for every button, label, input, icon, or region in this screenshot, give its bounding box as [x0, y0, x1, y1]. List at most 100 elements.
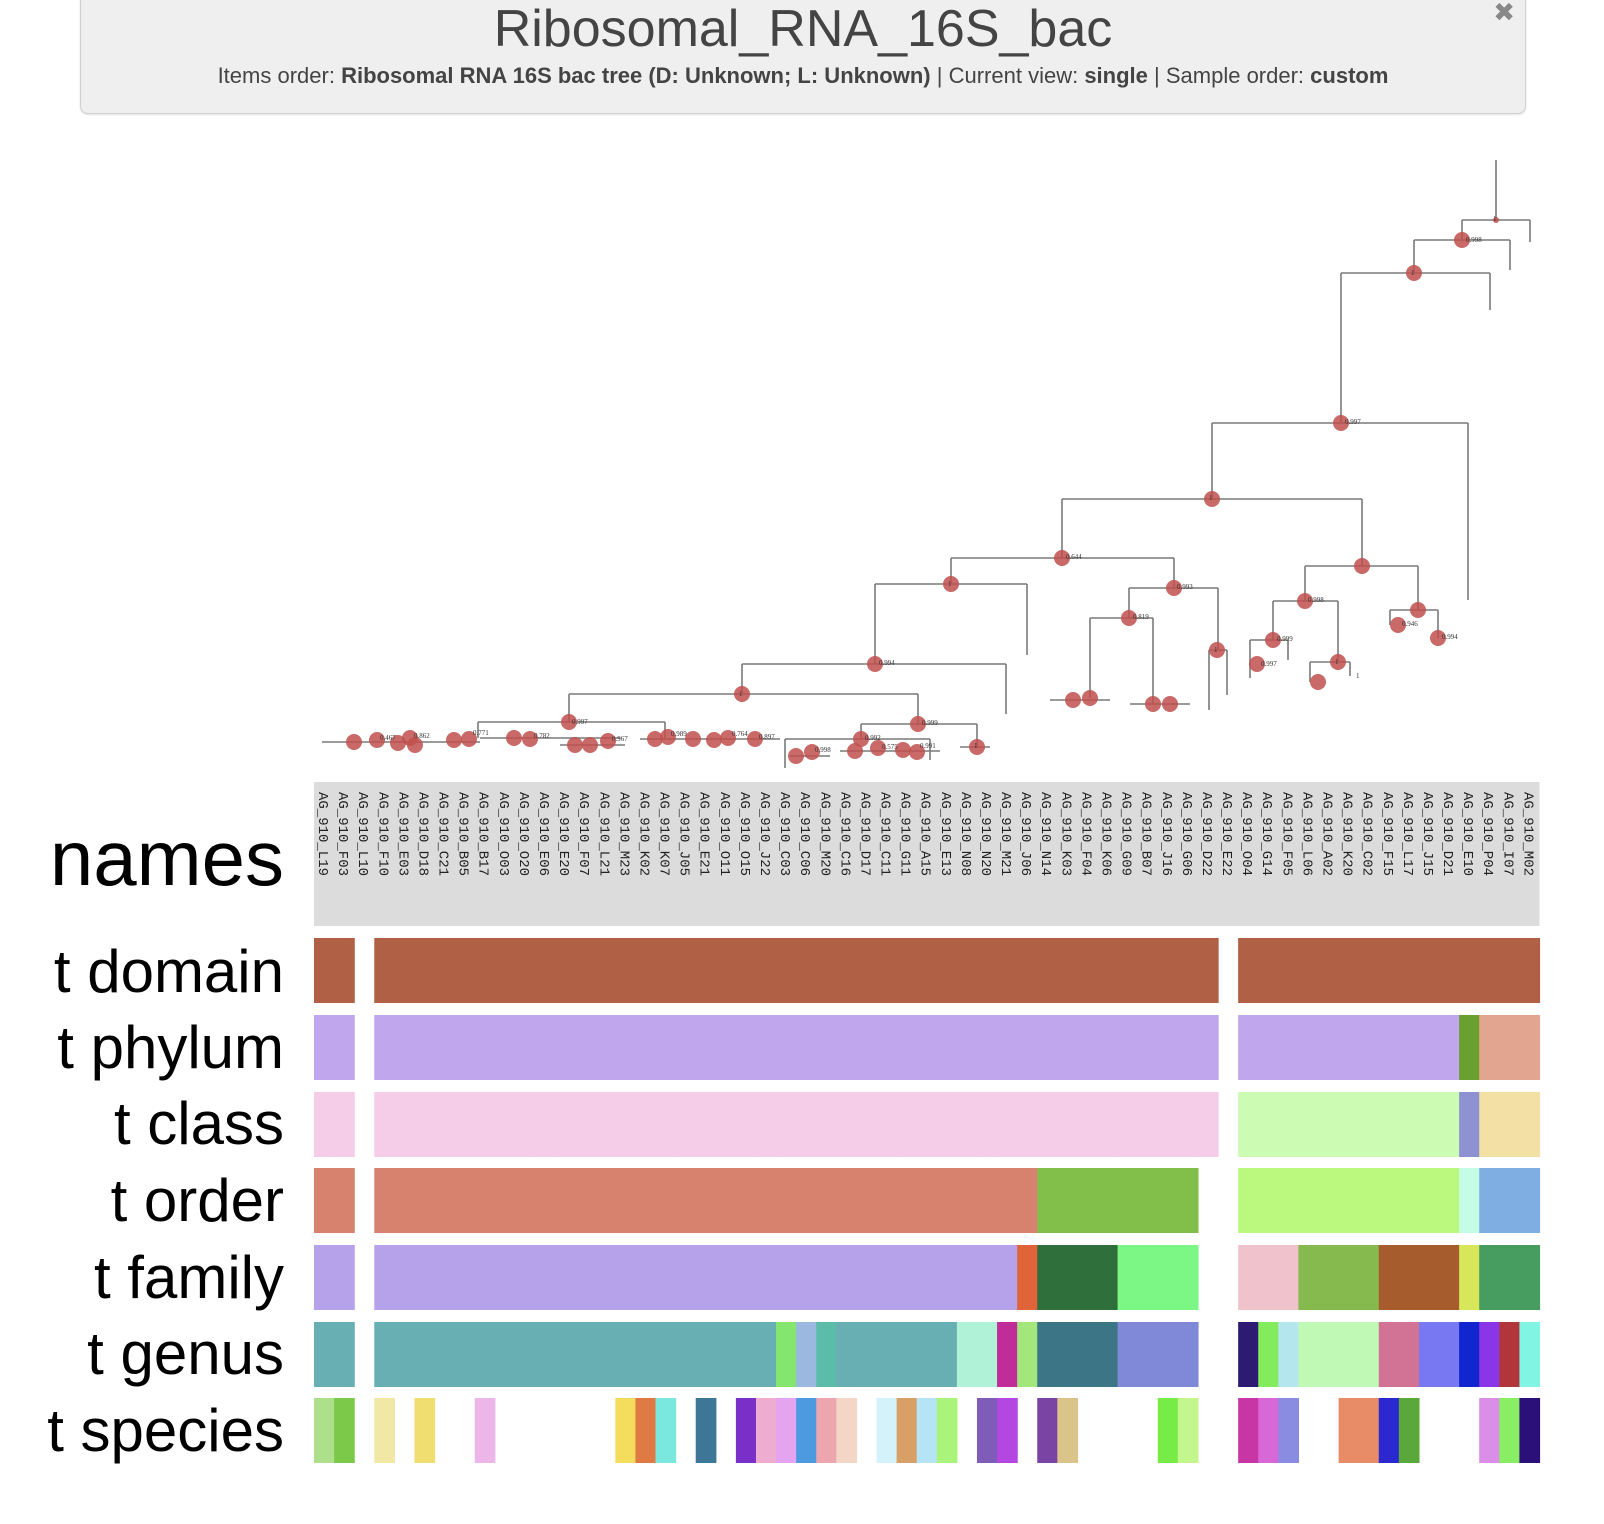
layer-cell[interactable] — [916, 1092, 938, 1157]
layer-cell[interactable] — [334, 1245, 355, 1310]
layer-cell[interactable] — [816, 1168, 837, 1233]
layer-cell[interactable] — [1238, 1092, 1259, 1157]
tree-node[interactable] — [407, 737, 423, 753]
layer-cell[interactable] — [1358, 1322, 1380, 1387]
tree-node[interactable] — [788, 748, 804, 764]
leaf-name[interactable]: AG_910_E03 — [394, 792, 410, 876]
layer-cell[interactable] — [1499, 938, 1520, 1003]
layer-cell[interactable] — [1358, 1168, 1380, 1233]
layer-cell[interactable] — [314, 1245, 335, 1310]
layer-cell[interactable] — [856, 938, 878, 1003]
layer-cell[interactable] — [595, 938, 616, 1003]
layer-cell[interactable] — [776, 1322, 797, 1387]
layer-cell[interactable] — [1077, 1168, 1099, 1233]
layer-cell[interactable] — [314, 938, 335, 1003]
layer-cell[interactable] — [1519, 1092, 1541, 1157]
layer-cell[interactable] — [1519, 1015, 1541, 1080]
layer-cell[interactable] — [1318, 1245, 1340, 1310]
leaf-name[interactable]: AG_910_F15 — [1379, 792, 1395, 876]
layer-cell[interactable] — [1499, 1245, 1520, 1310]
layer-cell[interactable] — [1157, 1245, 1179, 1310]
layer-cell[interactable] — [1278, 1245, 1300, 1310]
layer-cell[interactable] — [1057, 1245, 1079, 1310]
layer-cell[interactable] — [1499, 1092, 1520, 1157]
layer-cell[interactable] — [1298, 1322, 1320, 1387]
layer-cell[interactable] — [956, 1322, 978, 1387]
tree-node[interactable] — [853, 731, 869, 747]
layer-cell[interactable] — [695, 1322, 717, 1387]
layer-cell[interactable] — [1097, 938, 1119, 1003]
layer-cell[interactable] — [1177, 1245, 1199, 1310]
layer-cell[interactable] — [976, 1168, 998, 1233]
layer-cell[interactable] — [1258, 1322, 1279, 1387]
layer-cell[interactable] — [494, 1245, 516, 1310]
layer-cell[interactable] — [1117, 1168, 1139, 1233]
layer-cell[interactable] — [796, 1168, 817, 1233]
tree-node[interactable] — [747, 731, 763, 747]
layer-cell[interactable] — [454, 1015, 476, 1080]
leaf-name[interactable]: AG_910_M20 — [816, 792, 832, 876]
layer-cell[interactable] — [997, 1245, 1018, 1310]
layer-cell[interactable] — [1077, 1015, 1099, 1080]
layer-cell[interactable] — [1177, 1015, 1199, 1080]
layer-cell[interactable] — [715, 1015, 737, 1080]
layer-cell[interactable] — [1157, 938, 1179, 1003]
layer-cell[interactable] — [575, 938, 596, 1003]
layer-cell[interactable] — [715, 1168, 737, 1233]
layer-cell[interactable] — [1177, 1092, 1199, 1157]
layer-cell[interactable] — [755, 938, 777, 1003]
layer-cell[interactable] — [1459, 1245, 1480, 1310]
layer-cell[interactable] — [876, 1398, 898, 1463]
layer-cell[interactable] — [876, 1092, 898, 1157]
layer-cell[interactable] — [655, 1168, 677, 1233]
leaf-name[interactable]: AG_910_E13 — [937, 792, 953, 876]
tree-node[interactable] — [369, 732, 385, 748]
layer-cell[interactable] — [1398, 1245, 1420, 1310]
layer-cell[interactable] — [414, 1168, 436, 1233]
layer-cell[interactable] — [575, 1015, 596, 1080]
layer-cell[interactable] — [534, 1245, 556, 1310]
leaf-name[interactable]: AG_910_D17 — [856, 792, 872, 876]
layer-cell[interactable] — [1418, 1245, 1440, 1310]
layer-cell[interactable] — [1137, 1092, 1159, 1157]
layer-cell[interactable] — [414, 1245, 436, 1310]
layer-cell[interactable] — [454, 1322, 476, 1387]
leaf-name[interactable]: AG_910_E22 — [1218, 792, 1234, 876]
layer-cell[interactable] — [1378, 1092, 1400, 1157]
layer-cell[interactable] — [1177, 938, 1199, 1003]
leaf-name[interactable]: AG_910_L19 — [314, 792, 330, 876]
layer-cell[interactable] — [1459, 938, 1480, 1003]
layer-cell[interactable] — [936, 1092, 958, 1157]
tree-node[interactable] — [1082, 690, 1098, 706]
layer-cell[interactable] — [334, 1015, 355, 1080]
layer-cell[interactable] — [1519, 1398, 1541, 1463]
tree-node[interactable] — [867, 656, 883, 672]
layer-cell[interactable] — [434, 1245, 456, 1310]
layer-cell[interactable] — [1157, 1015, 1179, 1080]
leaf-name[interactable]: AG_910_B05 — [455, 792, 471, 876]
leaf-name[interactable]: AG_910_D21 — [1439, 792, 1455, 876]
layer-cell[interactable] — [796, 1092, 817, 1157]
leaf-name[interactable]: AG_910_C11 — [877, 792, 893, 876]
layer-cell[interactable] — [1298, 1092, 1320, 1157]
layer-cell[interactable] — [314, 1092, 335, 1157]
layer-cell[interactable] — [1398, 1168, 1420, 1233]
layer-cell[interactable] — [796, 1322, 817, 1387]
layer-cell[interactable] — [675, 1322, 697, 1387]
tree-node[interactable] — [446, 732, 462, 748]
layer-cell[interactable] — [816, 1322, 837, 1387]
layer-cell[interactable] — [836, 1398, 858, 1463]
layer-cell[interactable] — [735, 1015, 757, 1080]
leaf-name[interactable]: AG_910_J05 — [676, 792, 692, 876]
layer-cell[interactable] — [1278, 938, 1300, 1003]
layer-cell[interactable] — [394, 1322, 416, 1387]
layer-cell[interactable] — [635, 1322, 657, 1387]
layer-cell[interactable] — [595, 1322, 616, 1387]
layer-cell[interactable] — [1519, 938, 1541, 1003]
layer-cell[interactable] — [1479, 1015, 1500, 1080]
layer-cell[interactable] — [1017, 1092, 1038, 1157]
tree-node[interactable] — [910, 716, 926, 732]
layer-cell[interactable] — [755, 1398, 777, 1463]
tree-node[interactable] — [582, 737, 598, 753]
layer-cell[interactable] — [1057, 1015, 1079, 1080]
